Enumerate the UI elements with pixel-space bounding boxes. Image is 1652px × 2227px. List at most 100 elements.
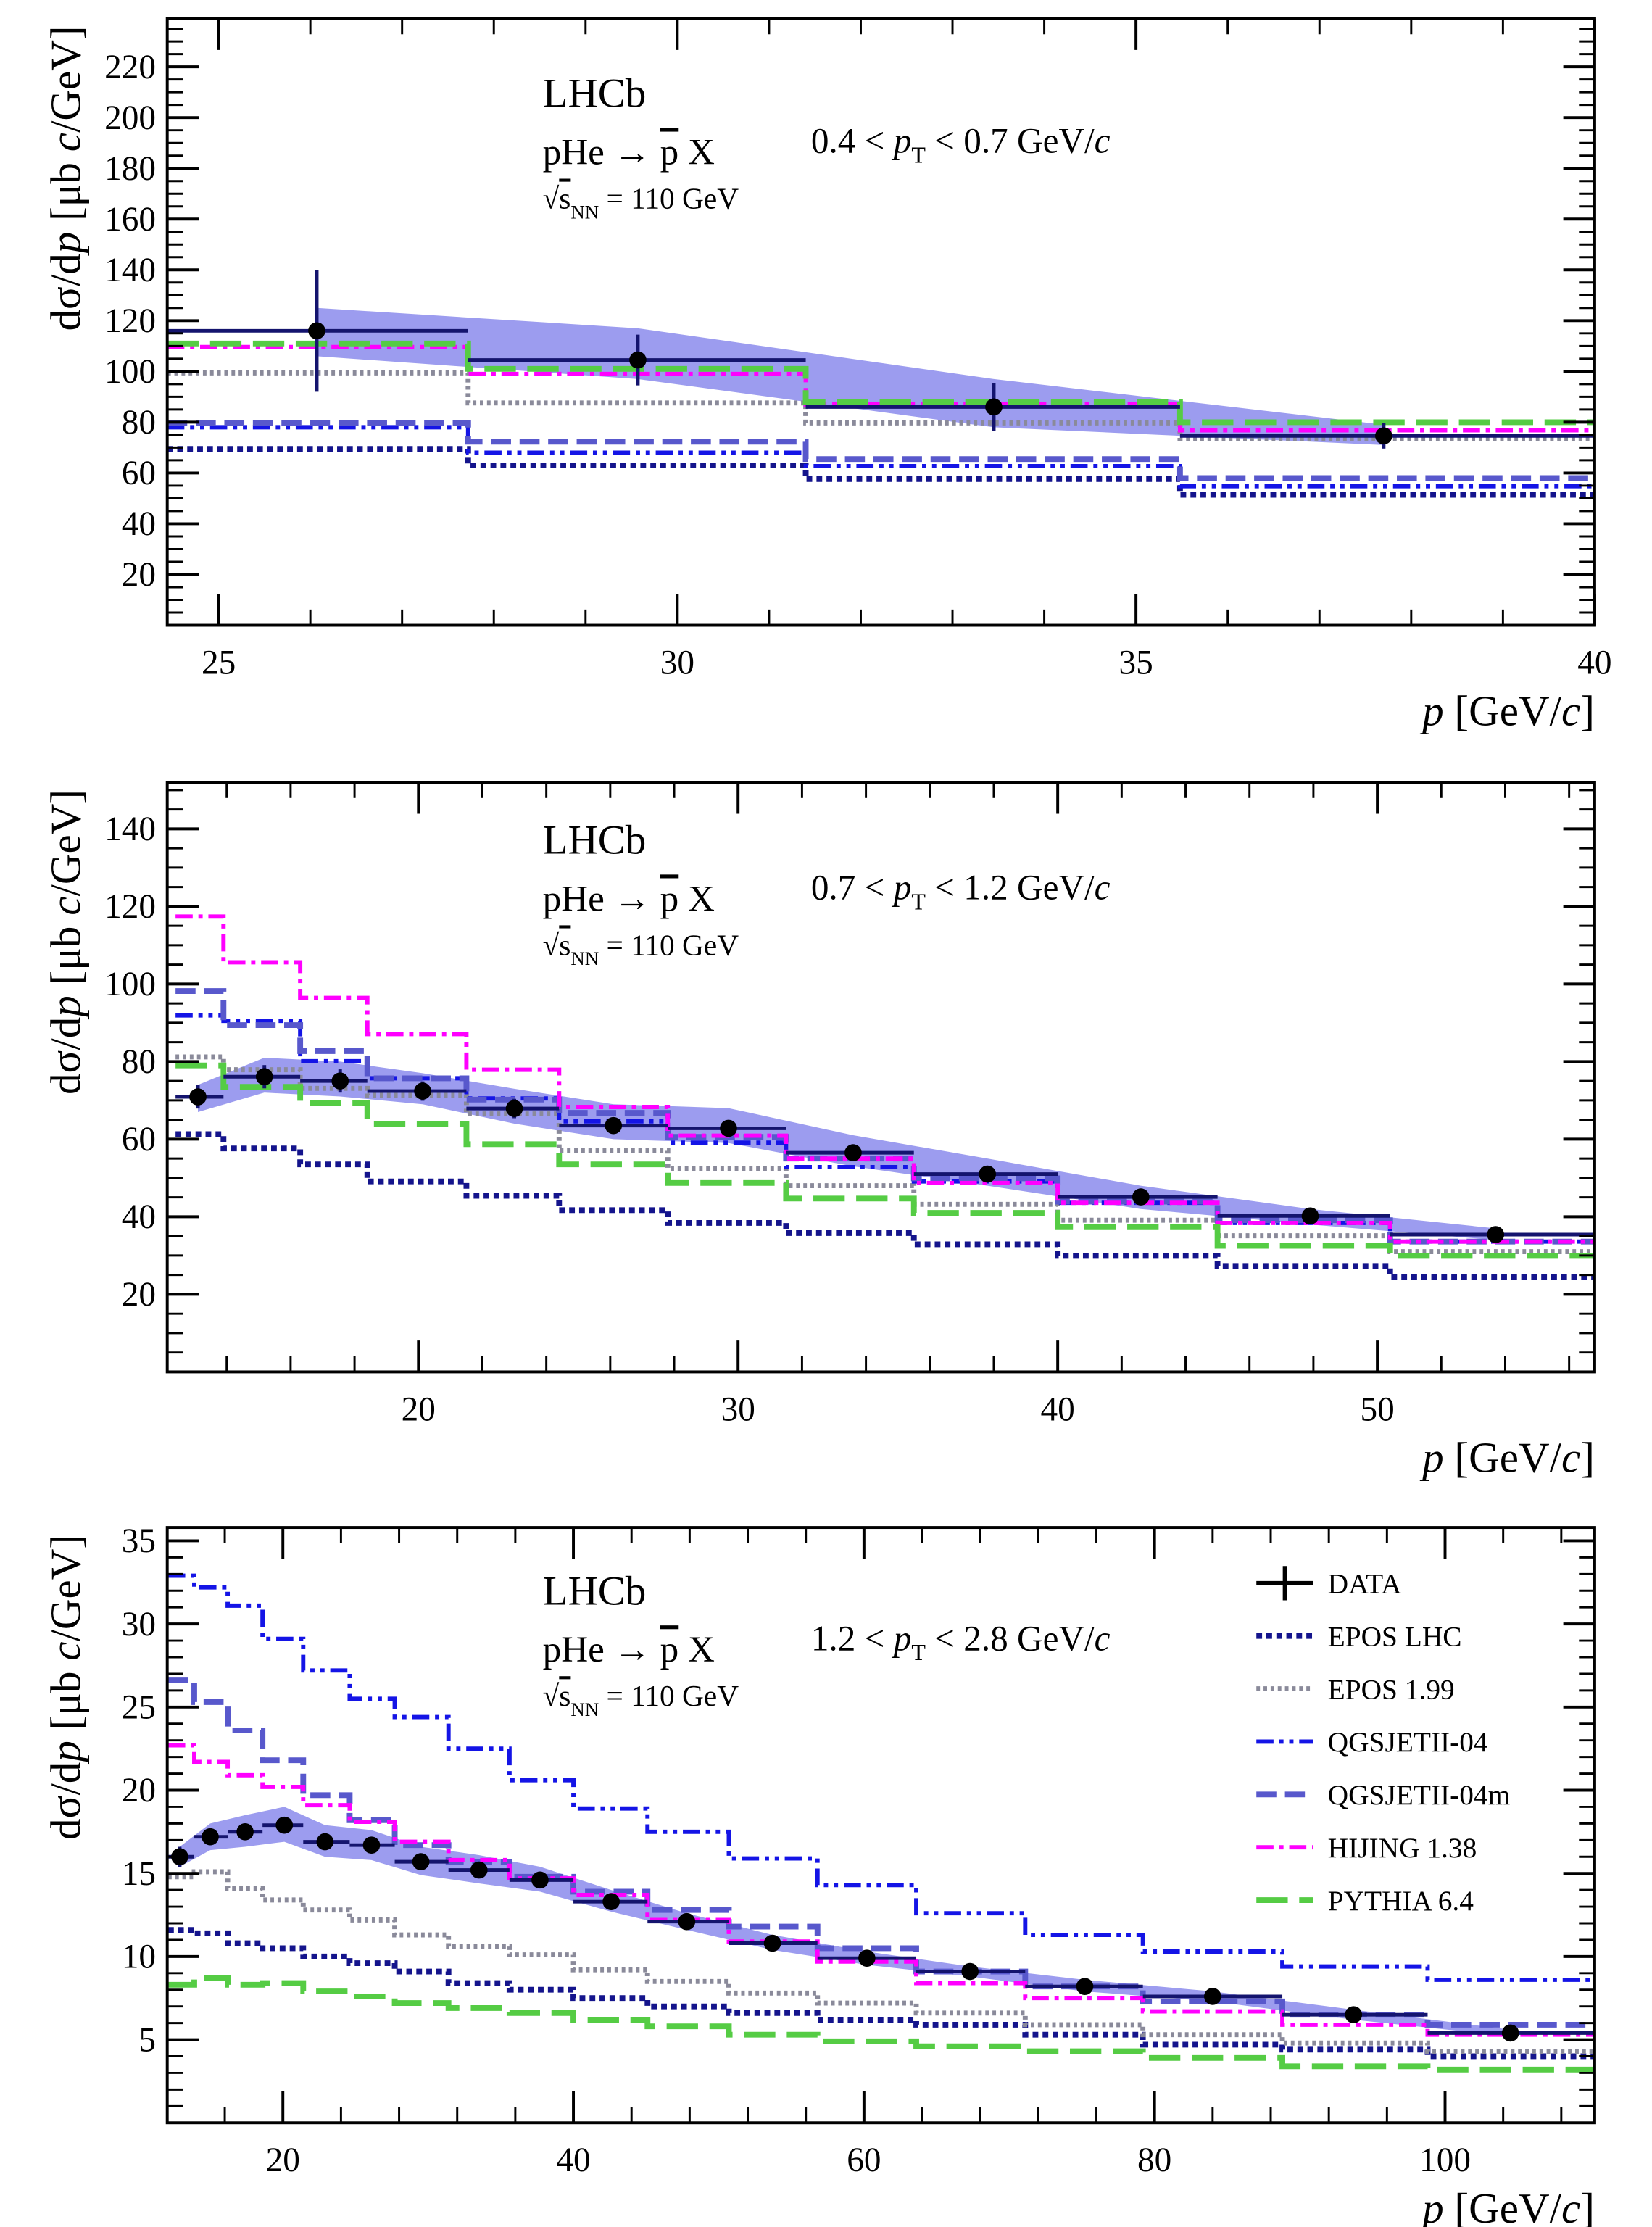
text-part: p xyxy=(42,995,90,1020)
text-part: T xyxy=(911,1639,926,1665)
legend-label: EPOS 1.99 xyxy=(1328,1673,1455,1705)
legend-label: QGSJETII-04m xyxy=(1328,1779,1511,1811)
data-point xyxy=(605,1116,623,1135)
legend-label: EPOS LHC xyxy=(1328,1621,1462,1653)
text-part: < 0.7 GeV/ xyxy=(926,121,1095,161)
data-point xyxy=(412,1853,430,1870)
data-point xyxy=(979,1165,996,1183)
x-tick-label: 100 xyxy=(1419,2141,1471,2179)
y-tick-label: 40 xyxy=(122,505,156,543)
data-point xyxy=(470,1861,488,1879)
text-part: X xyxy=(678,1629,715,1670)
data-point xyxy=(1345,2006,1363,2023)
text-part: = 110 GeV xyxy=(599,928,739,961)
text-part: [μb xyxy=(42,916,90,995)
model-line xyxy=(167,1677,1595,2028)
x-tick-label: 80 xyxy=(1137,2141,1171,2179)
x-tick-label: 60 xyxy=(847,2141,881,2179)
y-tick-label: 180 xyxy=(104,150,156,188)
x-tick-label: 40 xyxy=(1041,1390,1075,1428)
data-point xyxy=(1132,1188,1150,1206)
text-part: = 110 GeV xyxy=(599,1679,739,1712)
data-point xyxy=(1487,1226,1505,1243)
model-line xyxy=(167,1975,1595,2073)
plot-area xyxy=(175,914,1595,1280)
y-tick-label: 20 xyxy=(122,556,156,594)
text-part: ] xyxy=(1580,1433,1595,1481)
pt-range-label: 0.4 < pT < 0.7 GeV/c xyxy=(811,121,1111,168)
x-axis-label: p [GeV/c] xyxy=(1419,2184,1595,2227)
data-point xyxy=(720,1119,737,1137)
y-tick-label: 60 xyxy=(122,1121,156,1158)
x-tick-label: 20 xyxy=(402,1390,436,1428)
y-tick-label: 5 xyxy=(138,2021,156,2059)
x-tick-label: 40 xyxy=(556,2141,590,2179)
model-line xyxy=(175,1131,1595,1280)
uncertainty-band xyxy=(179,1807,1511,2036)
experiment-label: LHCb xyxy=(543,71,647,117)
text-part: NN xyxy=(570,1699,599,1720)
data-point xyxy=(602,1893,620,1910)
text-part: ] xyxy=(1580,687,1595,734)
text-part: s xyxy=(559,1679,570,1712)
text-part: dσ/d xyxy=(42,1017,90,1095)
data-point xyxy=(961,1962,979,1981)
text-part: ] xyxy=(1580,2184,1595,2227)
y-tick-label: 120 xyxy=(104,888,156,926)
y-tick-label: 10 xyxy=(122,1938,156,1976)
text-part: < 2.8 GeV/ xyxy=(926,1618,1095,1658)
text-part: 0.4 < xyxy=(811,121,894,161)
data-point xyxy=(414,1082,431,1100)
text-part: /GeV] xyxy=(42,1535,90,1642)
y-tick-label: 40 xyxy=(122,1198,156,1236)
data-point xyxy=(255,1068,273,1086)
data-point xyxy=(362,1836,381,1854)
text-part: T xyxy=(911,141,926,167)
x-tick-label: 50 xyxy=(1360,1390,1394,1428)
data-point xyxy=(858,1949,876,1967)
text-part: 1.2 < xyxy=(811,1618,894,1658)
y-tick-label: 100 xyxy=(104,966,156,1003)
data-point xyxy=(844,1144,862,1161)
y-tick-label: 30 xyxy=(122,1606,156,1643)
data-point xyxy=(985,398,1003,416)
text-part: c xyxy=(1095,121,1111,161)
text-part: p xyxy=(42,1741,90,1765)
text-part: = 110 GeV xyxy=(599,182,739,215)
y-axis-label: dσ/dp [μb c/GeV] xyxy=(42,789,90,1095)
x-tick-label: 35 xyxy=(1119,644,1153,681)
text-part: [μb xyxy=(42,1661,90,1741)
data-point xyxy=(275,1816,294,1834)
text-part: p xyxy=(1419,1433,1444,1481)
plot-area xyxy=(167,270,1595,498)
text-part: c xyxy=(1095,868,1111,908)
text-part: c xyxy=(42,1642,90,1661)
text-part: [μb xyxy=(42,152,90,231)
text-part: c xyxy=(1561,687,1580,734)
y-tick-label: 20 xyxy=(122,1276,156,1314)
text-part: 0.7 < xyxy=(811,868,894,908)
text-part: p xyxy=(892,868,912,908)
data-point xyxy=(1076,1978,1094,1995)
y-tick-label: 200 xyxy=(104,99,156,137)
text-part: c xyxy=(1561,2184,1580,2227)
text-part: p xyxy=(660,878,679,919)
model-line xyxy=(167,1743,1595,2037)
text-part: √ xyxy=(543,1679,560,1712)
y-tick-label: 140 xyxy=(104,810,156,848)
data-point xyxy=(763,1934,781,1952)
text-part: dσ/d xyxy=(42,1762,90,1840)
frame xyxy=(165,1526,1596,2125)
energy-label: √sNN = 110 GeV xyxy=(543,928,739,969)
text-part: p xyxy=(660,1629,679,1670)
text-part: X xyxy=(678,878,715,919)
data-point xyxy=(189,1088,207,1106)
model-line xyxy=(175,1013,1595,1244)
text-part: s xyxy=(559,182,570,215)
data-point xyxy=(316,1833,334,1851)
text-part: [GeV/ xyxy=(1444,1433,1562,1481)
data-point xyxy=(202,1828,219,1846)
legend-label: QGSJETII-04 xyxy=(1328,1726,1488,1758)
uncertainty-band xyxy=(316,307,1384,445)
